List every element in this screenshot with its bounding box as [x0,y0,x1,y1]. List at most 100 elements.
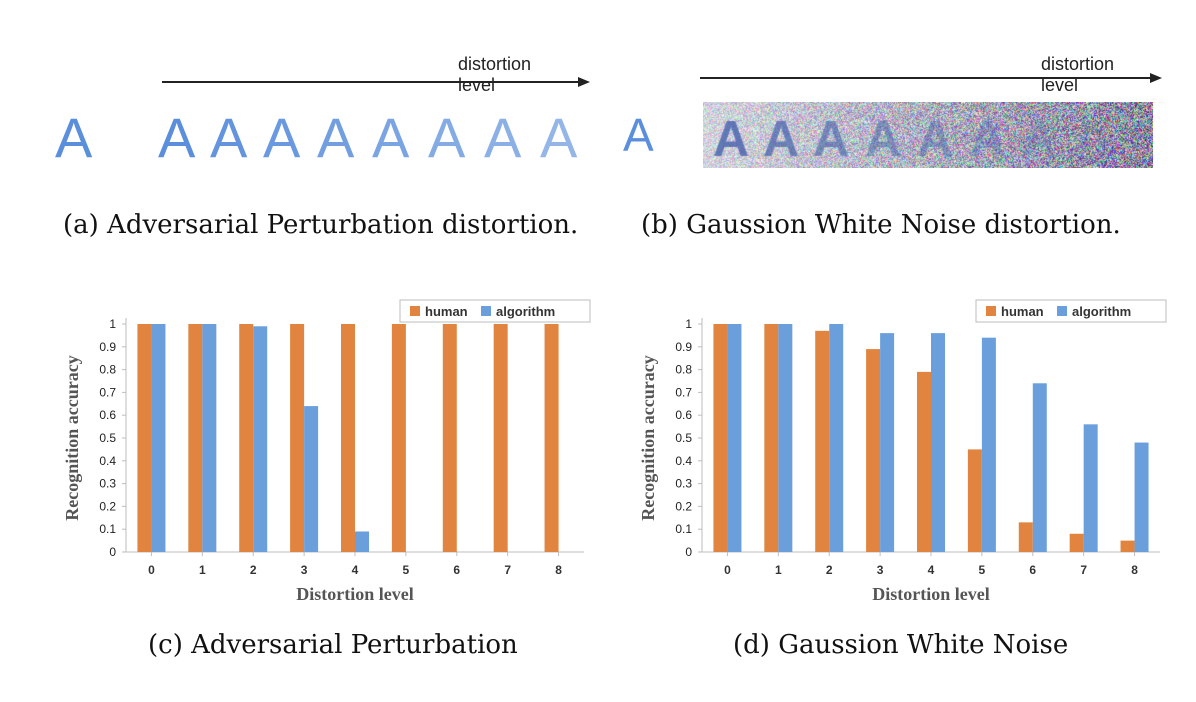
y-tick-label: 0.1 [675,522,692,536]
bar-algorithm [829,324,844,552]
distortion-arrow-a [162,77,590,87]
x-tick-label: 3 [301,563,308,577]
perturbed-letter: A [263,106,301,169]
caption-c: (c) Adversarial Perturbation [148,630,518,660]
y-tick-label: 0.2 [675,499,692,513]
y-tick-label: 0.4 [99,454,116,468]
noise-image [703,102,1153,168]
legend-swatch-algorithm [481,306,491,316]
x-tick-label: 8 [1131,563,1138,577]
x-tick-label: 1 [775,563,782,577]
perturbed-letter: A [540,106,578,169]
bar-human [137,324,152,552]
bar-human [1018,522,1033,552]
x-tick-label: 5 [403,563,410,577]
y-tick-label: 0.9 [675,340,692,354]
x-tick-label: 5 [979,563,986,577]
bar-algorithm [778,324,793,552]
perturbed-letter: A [484,106,522,169]
legend-box [975,299,1167,323]
perturbed-letter: A [317,106,355,169]
bar-human [917,371,931,552]
y-tick-label: 0.6 [99,408,116,422]
bar-human [815,330,830,552]
x-tick-label: 4 [352,563,359,577]
bar-algorithm [1083,424,1098,552]
legend-swatch-human [986,306,996,316]
y-tick-label: 0.5 [675,431,692,445]
arrow-label-a: distortion level [458,54,532,95]
x-tick-label: 4 [928,563,935,577]
legend-box [399,299,591,323]
y-tick-label: 1 [109,317,116,331]
bar-algorithm [304,406,319,552]
reference-letter-a: A [55,106,93,169]
legend-label-algorithm: algorithm [496,304,555,319]
legend-label-human: human [1001,304,1044,319]
perturbed-letter: A [428,106,466,169]
bar-human [967,449,982,552]
x-tick-label: 7 [504,563,511,577]
bar-algorithm [880,333,895,552]
y-axis-title: Recognition accuracy [638,355,658,520]
noise-strip [703,102,1153,168]
legend-label-human: human [425,304,468,319]
perturbed-letter: A [158,106,196,169]
bar-human [713,324,728,552]
legend-swatch-algorithm [1057,306,1067,316]
y-tick-label: 0.8 [99,363,116,377]
bar-algorithm [151,324,166,552]
x-axis-title: Distortion level [296,584,413,604]
y-tick-label: 0.9 [99,340,116,354]
y-tick-label: 0 [685,545,692,559]
bar-algorithm [253,326,268,552]
bar-human [391,324,406,552]
bar-human [866,349,881,552]
y-tick-label: 0.7 [675,385,692,399]
y-tick-label: 0.8 [675,363,692,377]
chart-c: 0 0.1 0.2 0.3 0.4 0.5 0.6 0.7 0.8 0.9 1 0 1 2 3 4 5 6 7 8 Di… [62,299,591,604]
bar-human [1120,540,1135,552]
bar-algorithm [1032,383,1047,552]
y-tick-label: 1 [685,317,692,331]
y-tick-label: 0.7 [99,385,116,399]
legend-label-algorithm: algorithm [1072,304,1131,319]
x-tick-label: 3 [877,563,884,577]
caption-d: (d) Gaussion White Noise [733,630,1069,660]
x-tick-label: 0 [724,563,731,577]
y-tick-label: 0.4 [675,454,692,468]
y-tick-label: 0.5 [99,431,116,445]
y-tick-label: 0.3 [675,477,692,491]
bar-algorithm [981,337,996,552]
x-tick-label: 2 [250,563,257,577]
bar-human [188,324,203,552]
bar-human [290,324,305,552]
bar-human [239,324,254,552]
x-tick-label: 6 [453,563,460,577]
bar-algorithm [355,531,369,552]
y-tick-label: 0.2 [99,499,116,513]
x-tick-label: 6 [1029,563,1036,577]
bar-human [764,324,779,552]
bar-human [442,324,457,552]
bar-algorithm [202,324,217,552]
y-axis-title: Recognition accuracy [62,355,82,520]
bar-algorithm [727,324,742,552]
bar-human [544,324,559,552]
arrow-label-b: distortion level [1041,54,1115,95]
perturbed-letter: A [210,106,248,169]
caption-a: (a) Adversarial Perturbation distortion. [63,210,579,240]
perturbed-letter: A [372,106,410,169]
x-tick-label: 2 [826,563,833,577]
x-axis-title: Distortion level [872,584,989,604]
distortion-arrow-b [700,73,1162,83]
bar-human [1069,533,1084,552]
y-tick-label: 0.1 [99,522,116,536]
x-tick-label: 8 [555,563,562,577]
caption-b: (b) Gaussion White Noise distortion. [641,210,1121,240]
bar-human [493,324,508,552]
bar-algorithm [931,333,945,552]
reference-letter-b: A [623,109,654,161]
bar-algorithm [1134,442,1149,552]
y-tick-label: 0 [109,545,116,559]
